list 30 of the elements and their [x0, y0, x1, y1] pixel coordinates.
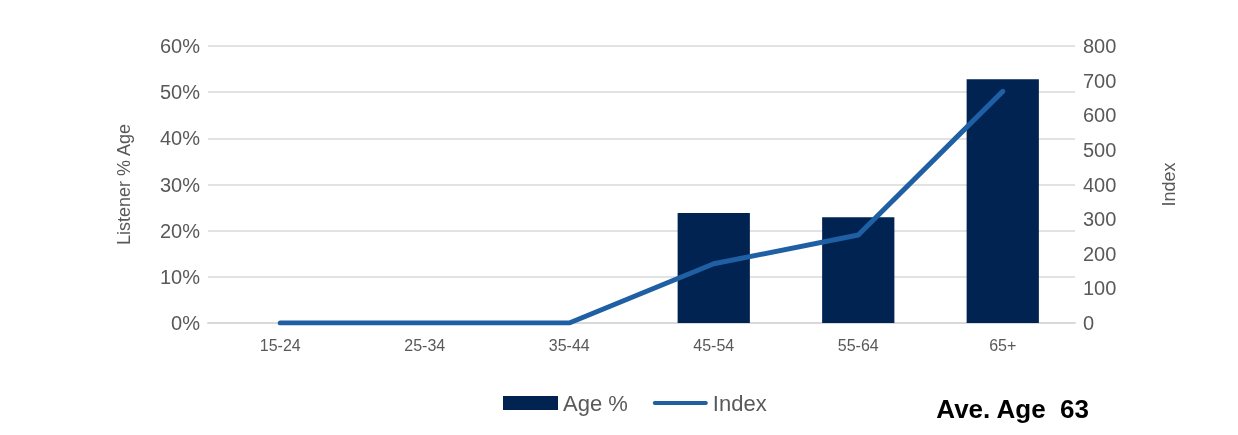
y-axis-title: Listener % Age — [114, 123, 134, 246]
y-tick-label: 40% — [159, 127, 201, 150]
bar — [677, 213, 750, 323]
y2-tick-label: 400 — [1083, 173, 1117, 196]
x-tick-label: 65+ — [989, 336, 1017, 354]
legend-label: Age % — [563, 390, 628, 416]
y2-tick-label: 200 — [1083, 242, 1117, 265]
text: Ave. Age 63 — [936, 394, 1090, 424]
y-tick-label: 50% — [159, 81, 201, 104]
bar — [966, 79, 1039, 323]
y2-tick-label: 700 — [1083, 69, 1117, 92]
x-tick-label: 55-64 — [837, 336, 879, 354]
y-tick-label: 20% — [159, 219, 201, 242]
legend-label: Index — [712, 390, 767, 416]
y2-tick-label: 100 — [1083, 277, 1117, 300]
y2-tick-label: 800 — [1083, 35, 1117, 57]
y2-tick-label: 300 — [1083, 208, 1117, 231]
x-tick-label: 25-34 — [404, 336, 446, 354]
y2-tick-label: 500 — [1083, 138, 1117, 161]
y-tick-label: 10% — [159, 265, 201, 288]
x-tick-label: 35-44 — [548, 336, 590, 354]
x-tick-label: 15-24 — [259, 336, 301, 354]
x-tick-label: 45-54 — [693, 336, 735, 354]
y2-tick-label: 0 — [1083, 312, 1095, 334]
bar — [822, 217, 895, 323]
y2-axis-title: Index — [1159, 162, 1179, 207]
y-tick-label: 60% — [159, 35, 201, 57]
y-tick-label: 0% — [171, 312, 201, 334]
y-tick-label: 30% — [159, 173, 201, 196]
y2-tick-label: 600 — [1083, 104, 1117, 127]
